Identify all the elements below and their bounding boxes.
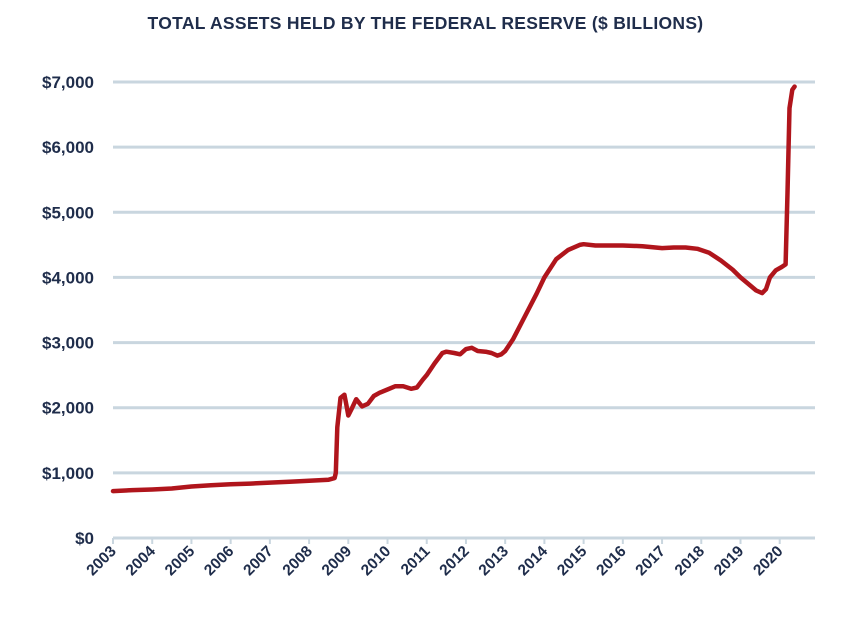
x-tick-label: 2013 [476,543,513,580]
x-tick-label: 2003 [83,543,120,580]
x-tick-label: 2004 [123,543,160,580]
x-tick-label: 2018 [672,543,709,580]
x-tick-label: 2011 [398,543,434,579]
x-tick-label: 2016 [593,543,630,580]
y-tick-label: $6,000 [42,138,94,157]
x-tick-label: 2017 [632,543,668,579]
series-line [110,84,797,494]
x-tick-label: 2010 [358,543,394,579]
x-tick-label: 2020 [750,543,786,579]
y-tick-label: $5,000 [42,203,94,222]
x-tick-label: 2014 [515,543,552,580]
y-tick-label: $2,000 [42,399,94,418]
x-tick-label: 2006 [201,543,238,580]
x-tick-label: 2005 [162,543,199,580]
x-tick-label: 2019 [711,543,748,580]
x-tick-label: 2012 [436,543,472,579]
y-tick-label: $4,000 [42,268,94,287]
x-tick-label: 2009 [319,543,356,580]
y-tick-label: $7,000 [42,73,94,92]
y-tick-label: $3,000 [42,334,94,353]
x-tick-label: 2015 [554,543,591,580]
y-tick-label: $1,000 [42,464,94,483]
y-tick-label: $0 [75,529,94,548]
x-tick-label: 2008 [280,543,317,580]
x-tick-label: 2007 [240,543,276,579]
chart-title: TOTAL ASSETS HELD BY THE FEDERAL RESERVE… [147,13,704,33]
